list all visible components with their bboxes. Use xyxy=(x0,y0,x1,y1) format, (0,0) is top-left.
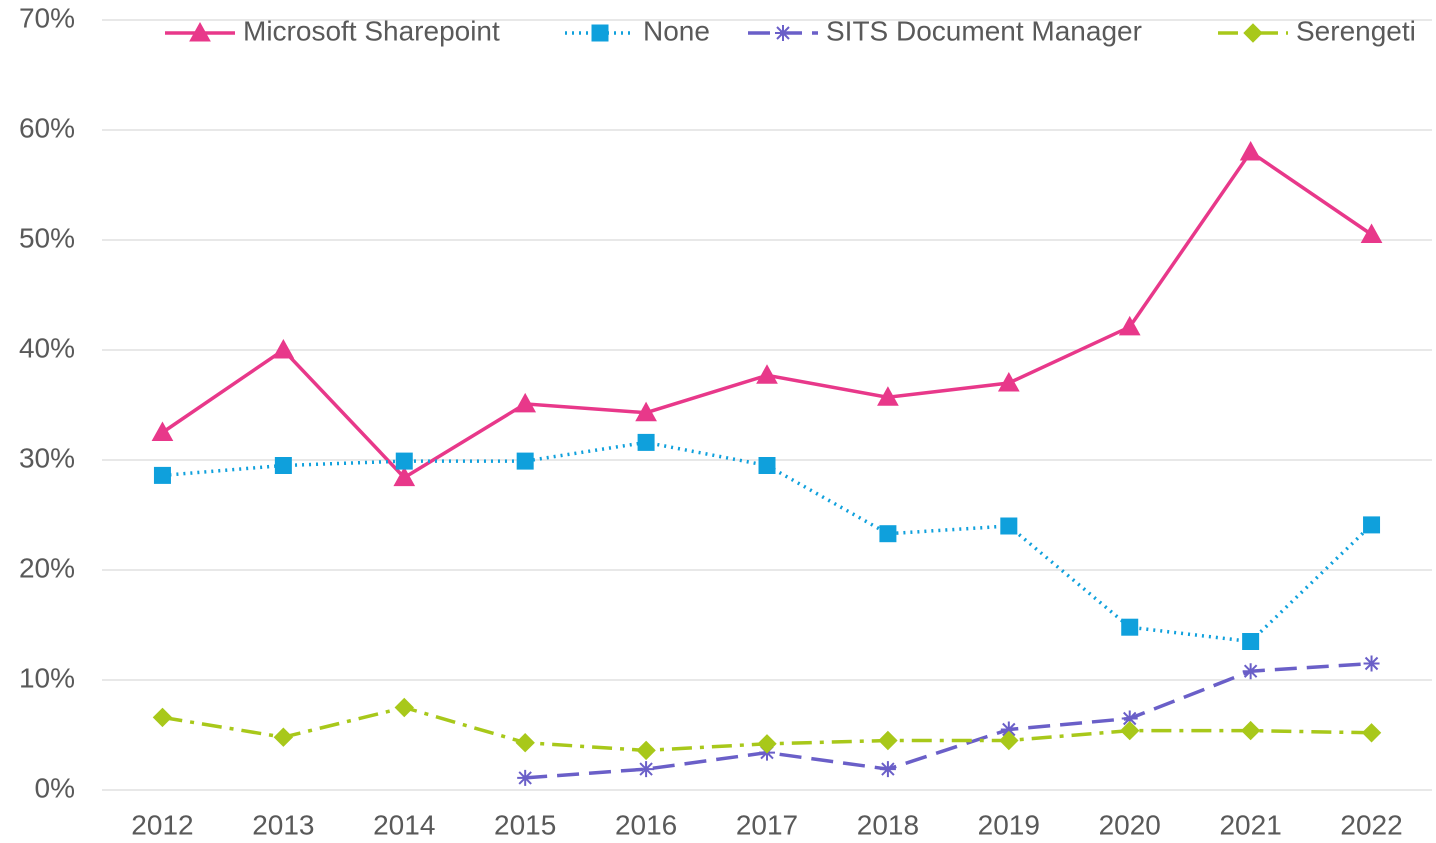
marker xyxy=(189,21,211,42)
marker xyxy=(879,761,896,778)
marker xyxy=(393,466,416,487)
marker xyxy=(152,707,173,728)
x-tick-label: 2020 xyxy=(1099,809,1161,840)
marker xyxy=(591,24,609,42)
y-tick-label: 70% xyxy=(19,2,75,33)
x-tick-label: 2012 xyxy=(131,809,193,840)
y-tick-label: 20% xyxy=(19,552,75,583)
marker xyxy=(515,732,535,753)
x-tick-label: 2014 xyxy=(373,809,435,840)
y-tick-label: 0% xyxy=(35,772,75,803)
marker xyxy=(517,769,534,786)
marker xyxy=(1363,655,1380,672)
x-tick-label: 2018 xyxy=(857,809,919,840)
marker xyxy=(758,457,776,474)
x-tick-label: 2021 xyxy=(1219,809,1281,840)
marker xyxy=(635,401,657,422)
marker xyxy=(394,697,414,718)
marker xyxy=(1121,618,1139,636)
marker xyxy=(1121,710,1138,727)
marker xyxy=(1120,720,1140,741)
x-tick-label: 2013 xyxy=(252,809,314,840)
marker xyxy=(636,740,656,761)
marker xyxy=(877,386,899,406)
legend-label: SITS Document Manager xyxy=(826,15,1142,46)
marker xyxy=(997,371,1020,392)
legend-label: Microsoft Sharepoint xyxy=(243,15,500,46)
marker xyxy=(153,466,171,484)
marker xyxy=(1242,633,1260,650)
marker xyxy=(274,457,292,474)
series-line xyxy=(161,149,1373,480)
y-tick-label: 60% xyxy=(19,112,75,143)
marker xyxy=(395,452,413,470)
marker xyxy=(1000,517,1018,535)
marker xyxy=(1361,723,1382,743)
marker xyxy=(1000,721,1017,738)
y-tick-label: 50% xyxy=(19,222,75,253)
series-line xyxy=(525,661,1372,780)
marker xyxy=(1243,23,1263,43)
x-tick-label: 2016 xyxy=(615,809,677,840)
marker xyxy=(756,364,778,384)
y-tick-label: 40% xyxy=(19,332,75,363)
marker xyxy=(999,730,1019,751)
marker xyxy=(151,421,174,441)
marker xyxy=(775,25,791,41)
x-tick-label: 2015 xyxy=(494,809,556,840)
marker xyxy=(638,761,655,778)
marker xyxy=(878,730,898,751)
x-tick-label: 2022 xyxy=(1340,809,1402,840)
marker xyxy=(637,433,655,451)
marker xyxy=(1360,223,1383,243)
marker xyxy=(879,525,897,543)
marker xyxy=(757,734,777,754)
y-tick-label: 10% xyxy=(19,662,75,693)
marker xyxy=(1363,516,1381,534)
marker xyxy=(273,727,294,747)
marker xyxy=(1240,720,1261,741)
marker xyxy=(272,338,295,359)
marker xyxy=(1118,315,1141,336)
marker xyxy=(516,452,534,470)
y-tick-label: 30% xyxy=(19,442,75,473)
x-tick-label: 2019 xyxy=(978,809,1040,840)
x-tick-label: 2017 xyxy=(736,809,798,840)
marker xyxy=(1242,663,1259,680)
marker xyxy=(1239,140,1262,161)
legend-label: None xyxy=(643,15,710,46)
marker xyxy=(514,392,537,413)
legend-label: Serengeti xyxy=(1296,15,1416,46)
